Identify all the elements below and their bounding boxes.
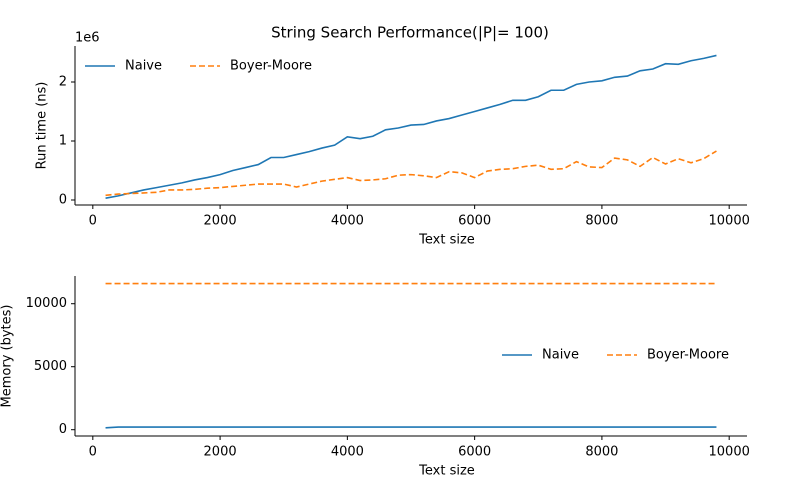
chart-title: String Search Performance(|P|= 100) [271,24,549,42]
x-axis-label: Text size [418,233,475,248]
x-tick-label: 10000 [709,445,750,460]
series-line [105,150,717,197]
x-tick-label: 0 [89,214,97,229]
series-line [105,426,717,429]
x-tick-label: 6000 [458,214,491,229]
x-tick-label: 2000 [204,445,237,460]
series-line [105,54,717,200]
y-axis-label: Run time (ns) [35,82,50,170]
y-tick-label: 5000 [34,359,67,374]
legend-label: Boyer-Moore [230,59,312,74]
y-tick-label: 0 [59,422,67,437]
x-tick-label: 4000 [331,445,364,460]
x-tick-label: 6000 [458,445,491,460]
y-tick-label: 1 [59,133,67,148]
x-tick-label: 8000 [585,214,618,229]
x-tick-label: 4000 [331,214,364,229]
x-axis-label: Text size [418,464,475,479]
x-tick-label: 2000 [204,214,237,229]
y-tick-label: 2 [59,74,67,89]
legend-label: Naive [125,59,162,74]
x-tick-label: 0 [89,445,97,460]
x-tick-label: 10000 [709,214,750,229]
y-offset-label: 1e6 [75,31,100,46]
legend-label: Naive [542,348,579,363]
legend-label: Boyer-Moore [647,348,729,363]
y-tick-label: 10000 [26,296,67,311]
y-tick-label: 0 [59,192,67,207]
y-axis-label: Memory (bytes) [0,305,15,408]
x-tick-label: 8000 [585,445,618,460]
